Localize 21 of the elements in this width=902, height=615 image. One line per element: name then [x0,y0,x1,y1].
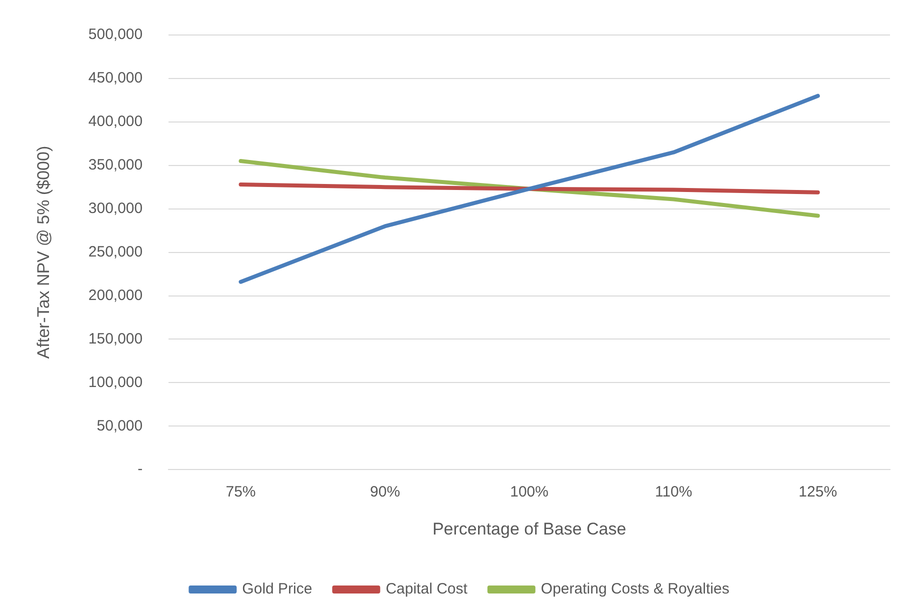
y-tick-label: 400,000 [88,113,143,130]
y-tick-label: 200,000 [88,286,143,304]
x-axis-title: Percentage of Base Case [432,519,626,538]
x-tick-label: 125% [798,484,838,501]
y-tick-label: 350,000 [88,156,143,174]
y-tick-label: - [138,460,143,478]
legend-label: Gold Price [242,580,312,598]
legend-label: Operating Costs & Royalties [540,580,730,598]
y-tick-label: 250,000 [88,243,143,260]
x-tick-label: 90% [370,484,400,501]
x-tick-label: 100% [510,484,548,501]
y-tick-label: 500,000 [88,26,143,44]
y-tick-label: 100,000 [88,374,143,391]
y-tick-label: 450,000 [88,70,143,87]
y-tick-label: 150,000 [88,330,143,348]
x-tick-label: 110% [654,484,692,501]
x-tick-label: 75% [226,484,256,501]
legend-label: Capital Cost [386,580,468,598]
y-tick-label: 50,000 [96,417,143,434]
y-axis-title: After-Tax NPV @ 5% ($000) [34,146,53,359]
y-tick-label: 300,000 [88,200,143,217]
